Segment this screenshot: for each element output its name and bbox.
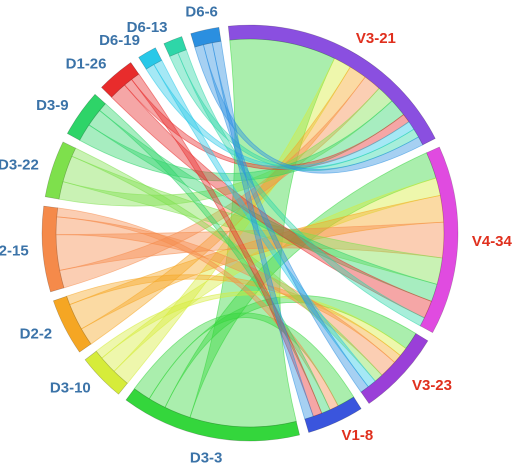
ribbon-d3-9-to-v4-34 — [88, 109, 438, 302]
group-label-v3-21: V3-21 — [356, 30, 396, 47]
group-label-d3-10: D3-10 — [50, 380, 91, 397]
ribbon-d3-10-to-v3-21 — [113, 57, 351, 384]
ribbons-layer — [55, 38, 445, 428]
group-label-v4-34: V4-34 — [472, 233, 513, 250]
ribbon-d6-6-to-v1-8 — [211, 40, 314, 420]
group-label-v3-23: V3-23 — [412, 377, 452, 394]
ribbon-d2-2-to-v3-23 — [66, 274, 401, 363]
group-arc-d6-13 — [163, 36, 187, 57]
group-arc-d3-9 — [66, 93, 106, 141]
group-label-d2-15: D2-15 — [0, 242, 29, 259]
group-label-d3-3: D3-3 — [190, 450, 223, 465]
ribbon-d6-6-to-v3-23 — [202, 42, 369, 393]
group-label-d3-9: D3-9 — [36, 97, 69, 114]
group-arc-d1-26 — [101, 62, 140, 98]
group-label-v1-8: V1-8 — [342, 427, 374, 444]
group-label-d2-2: D2-2 — [20, 326, 53, 343]
group-arc-d6-6 — [190, 26, 222, 48]
ribbon-d2-15-to-v1-8 — [56, 207, 339, 411]
group-arc-d2-15 — [41, 205, 65, 293]
ribbon-d3-3-to-v1-8 — [133, 312, 355, 407]
ribbon-d3-9-to-v1-8 — [99, 103, 331, 414]
group-label-d1-26: D1-26 — [66, 56, 107, 73]
group-arc-d6-19 — [138, 47, 163, 70]
group-arc-v4-34 — [419, 146, 459, 334]
ribbon-d2-15-to-v3-21 — [59, 76, 380, 289]
ribbon-d2-15-to-v4-34 — [55, 221, 445, 271]
group-arc-v3-21 — [227, 24, 436, 146]
group-arc-d2-2 — [52, 295, 92, 353]
group-arc-v1-8 — [304, 396, 362, 433]
group-label-d6-13: D6-13 — [127, 19, 168, 36]
group-labels-layer: V3-21 V4-34 V3-23 V1-8 D3-3 D3-10 D2-2 D2-15 D3-… — [0, 3, 513, 465]
group-arcs-layer — [41, 24, 459, 442]
ribbon-d6-19-to-v3-23 — [153, 59, 376, 388]
group-arc-d3-3 — [125, 388, 300, 442]
group-arc-d3-22 — [44, 141, 76, 200]
group-label-d3-22: D3-22 — [0, 156, 39, 173]
group-arc-v3-23 — [360, 333, 429, 404]
group-arc-d3-10 — [84, 350, 128, 395]
ribbon-d3-22-to-v3-23 — [71, 147, 383, 382]
group-label-d6-19: D6-19 — [99, 32, 140, 49]
ribbon-d2-2-to-v4-34 — [69, 194, 445, 330]
ribbon-d1-26-to-v4-34 — [110, 84, 433, 319]
group-label-d6-6: D6-6 — [185, 3, 218, 20]
